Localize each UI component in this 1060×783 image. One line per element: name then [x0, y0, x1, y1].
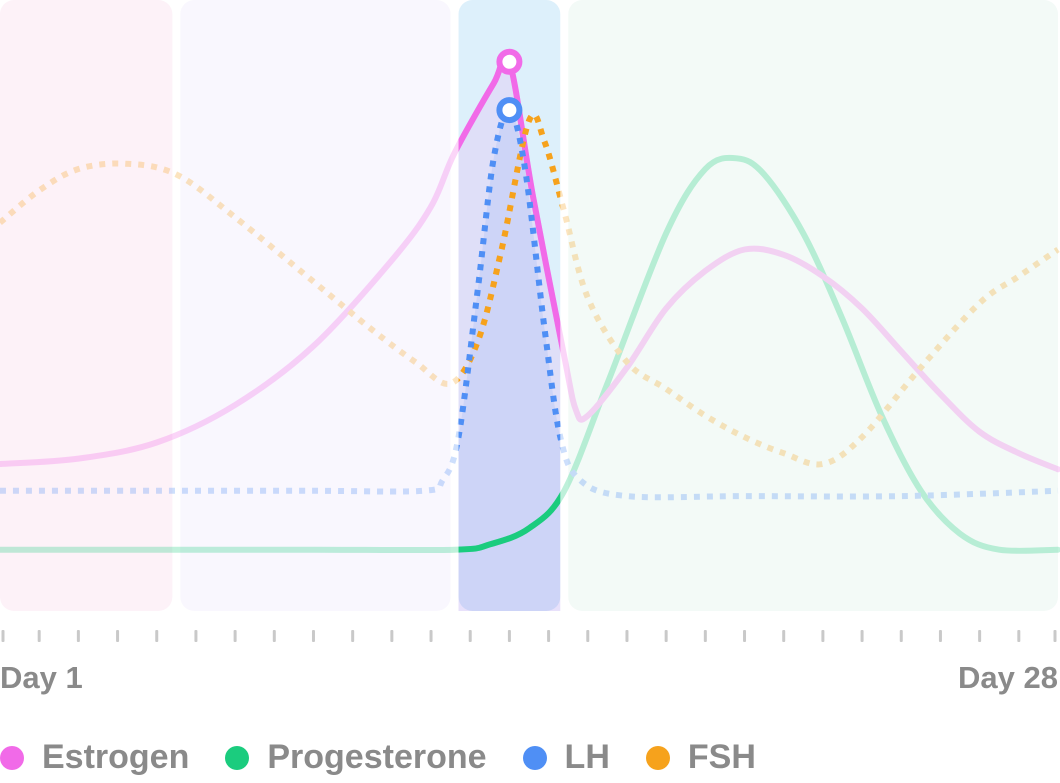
x-tick-day-1	[1, 630, 5, 642]
peak-marker-estrogen	[496, 48, 523, 75]
hormone-cycle-chart	[0, 0, 1060, 642]
legend-dot-progesterone	[225, 745, 250, 770]
x-tick-day-22	[821, 630, 825, 642]
legend-dot-estrogen	[0, 745, 24, 770]
x-tick-day-28	[1053, 630, 1057, 642]
line-fsh-faded	[0, 111, 1060, 468]
x-tick-day-11	[390, 630, 394, 642]
x-tick-day-10	[351, 630, 355, 642]
chart-legend: Estrogen Progesterone LH FSH	[0, 738, 792, 777]
legend-label-progesterone: Progesterone	[267, 738, 487, 776]
phase-band-1	[0, 0, 173, 611]
x-tick-day-27	[1017, 630, 1021, 642]
x-axis-start-label: Day 1	[0, 660, 83, 695]
legend-dot-lh	[522, 745, 547, 770]
x-tick-day-12	[429, 630, 433, 642]
x-tick-day-4	[116, 630, 120, 642]
x-tick-day-14	[507, 630, 511, 642]
x-tick-day-2	[37, 630, 41, 642]
legend-dot-fsh	[645, 745, 670, 770]
x-tick-day-13	[468, 630, 472, 642]
x-tick-day-24	[899, 630, 903, 642]
x-tick-day-19	[703, 630, 707, 642]
legend-item-estrogen: Estrogen	[0, 738, 189, 777]
x-axis-ticks	[1, 630, 1057, 642]
x-tick-day-3	[76, 630, 80, 642]
legend-label-lh: LH	[564, 738, 610, 776]
faded-curves	[0, 52, 1060, 554]
legend-item-lh: LH	[522, 738, 610, 777]
phase-bands	[0, 0, 1058, 611]
peak-marker-lh	[496, 97, 523, 124]
line-lh-faded	[0, 107, 1059, 501]
area-lh	[458, 110, 561, 611]
line-estrogen-faded	[0, 52, 1060, 473]
x-tick-day-20	[743, 630, 747, 642]
phase-band-4	[568, 0, 1058, 611]
x-tick-day-16	[586, 630, 590, 642]
line-progesterone-faded	[0, 154, 1060, 554]
x-tick-day-15	[547, 630, 551, 642]
peak-markers	[496, 48, 523, 124]
x-axis-end-label: Day 28	[958, 660, 1058, 695]
phase-band-2	[180, 0, 451, 611]
x-tick-day-6	[194, 630, 198, 642]
x-tick-day-9	[311, 630, 315, 642]
x-tick-day-26	[978, 630, 982, 642]
x-tick-day-17	[625, 630, 629, 642]
legend-label-fsh: FSH	[687, 738, 756, 776]
legend-item-progesterone: Progesterone	[225, 738, 487, 777]
highlight-curves	[458, 52, 561, 611]
x-tick-day-7	[233, 630, 237, 642]
x-tick-day-5	[155, 630, 159, 642]
phase-band-3	[458, 0, 561, 611]
legend-label-estrogen: Estrogen	[42, 738, 190, 776]
legend-item-fsh: FSH	[645, 738, 756, 777]
x-tick-day-25	[938, 630, 942, 642]
x-tick-day-23	[860, 630, 864, 642]
area-estrogen	[458, 55, 561, 611]
x-tick-day-8	[272, 630, 276, 642]
x-tick-day-21	[782, 630, 786, 642]
x-tick-day-18	[664, 630, 668, 642]
